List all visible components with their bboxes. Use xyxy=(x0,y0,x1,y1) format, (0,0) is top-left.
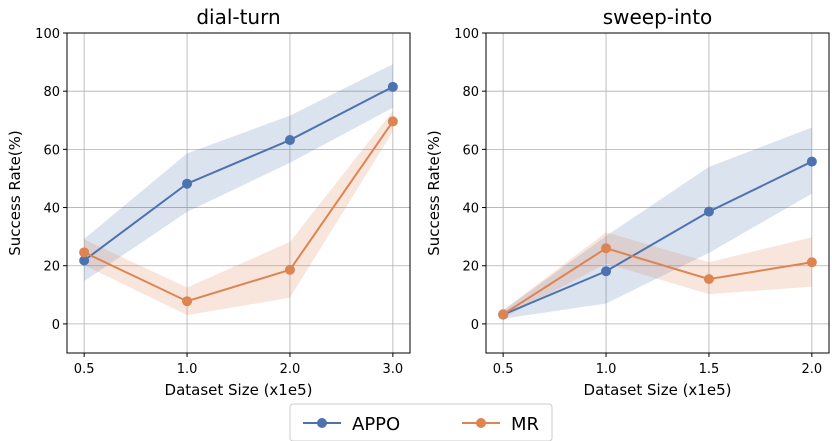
series-line-appo xyxy=(502,160,813,316)
y-tick-label: 0 xyxy=(52,318,60,333)
x-tick-label: 2.0 xyxy=(802,362,823,377)
y-tick-label: 60 xyxy=(43,143,60,158)
legend-marker-appo xyxy=(317,418,327,428)
y-tick-label: 100 xyxy=(35,27,60,42)
point-mr xyxy=(703,274,714,285)
x-tick-label: 0.5 xyxy=(74,362,95,377)
y-tick-label: 100 xyxy=(454,27,479,42)
y-tick-label: 40 xyxy=(462,202,479,217)
point-appo xyxy=(601,266,612,277)
plot-area xyxy=(67,33,410,353)
chart-sweep-into: 0 20 40 60 80 100 0.5 1.0 1.5 2.0 sweep-into Datase… xyxy=(425,5,830,399)
y-tick-label: 60 xyxy=(462,143,479,158)
band-appo xyxy=(503,127,812,319)
point-appo xyxy=(806,156,817,167)
series-line-appo xyxy=(83,85,394,262)
band-mr xyxy=(84,110,393,316)
legend: APPO MR xyxy=(289,403,553,441)
point-appo xyxy=(182,178,193,189)
legend-frame xyxy=(289,403,553,441)
y-tick-label: 20 xyxy=(462,260,479,275)
x-tick-label: 1.0 xyxy=(596,362,617,377)
point-mr xyxy=(79,247,90,258)
y-tick-label: 0 xyxy=(471,318,479,333)
y-tick-label: 20 xyxy=(43,260,60,275)
point-appo xyxy=(79,255,90,266)
series-line-mr xyxy=(83,120,394,303)
x-axis-label: Dataset Size (x1e5) xyxy=(165,381,313,399)
x-tick-label: 1.0 xyxy=(177,362,198,377)
point-mr xyxy=(284,264,295,275)
y-tick-label: 80 xyxy=(462,85,479,100)
legend-label-appo: APPO xyxy=(352,414,400,435)
chart-dial-turn: 0 20 40 60 80 100 0.5 1.0 2.0 3.0 dial-turn Dataset… xyxy=(6,5,411,399)
point-mr xyxy=(601,243,612,254)
y-axis-label: Success Rate(%) xyxy=(425,130,443,256)
point-mr xyxy=(387,116,398,127)
legend-marker-mr xyxy=(476,418,486,428)
band-appo xyxy=(84,64,393,282)
point-mr xyxy=(182,296,193,307)
chart-title: dial-turn xyxy=(196,5,280,29)
point-appo xyxy=(387,81,398,92)
point-mr xyxy=(498,309,509,320)
plot-frame xyxy=(485,32,830,354)
legend-label-mr: MR xyxy=(511,414,539,435)
series-line-mr xyxy=(502,247,813,316)
point-appo xyxy=(284,135,295,146)
band-mr xyxy=(503,232,812,319)
x-tick-label: 2.0 xyxy=(280,362,301,377)
point-mr xyxy=(806,257,817,268)
point-appo xyxy=(703,206,714,217)
y-axis-label: Success Rate(%) xyxy=(6,130,24,256)
y-tick-label: 40 xyxy=(43,202,60,217)
x-tick-label: 0.5 xyxy=(493,362,514,377)
plot-frame xyxy=(66,32,411,354)
chart-title: sweep-into xyxy=(603,5,713,29)
x-tick-label: 1.5 xyxy=(699,362,720,377)
x-axis-label: Dataset Size (x1e5) xyxy=(584,381,732,399)
x-tick-label: 3.0 xyxy=(383,362,404,377)
plot-area xyxy=(486,33,829,353)
y-tick-label: 80 xyxy=(43,85,60,100)
